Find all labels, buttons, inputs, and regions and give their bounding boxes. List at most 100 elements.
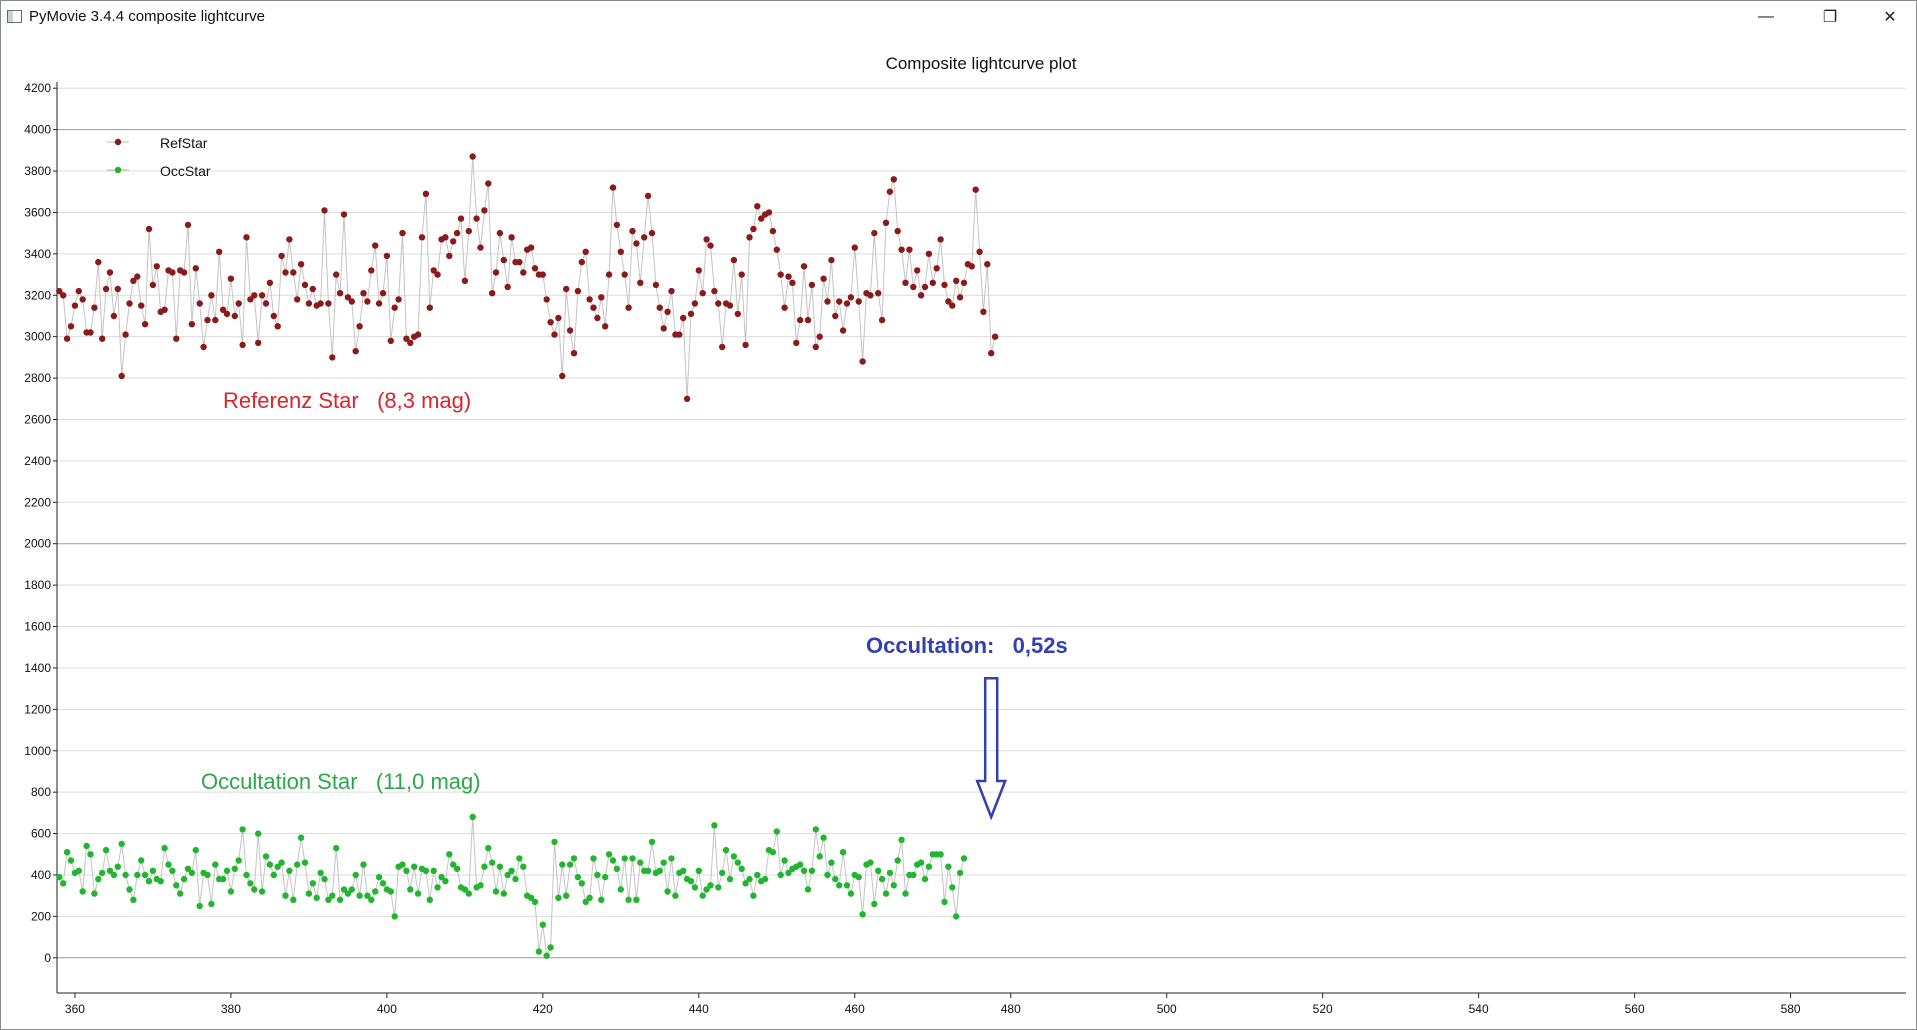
data-point-occstar [336, 896, 344, 903]
data-point-occstar [609, 857, 617, 864]
data-point-refstar [609, 184, 617, 191]
data-point-refstar [60, 292, 67, 299]
data-point-refstar [383, 252, 391, 260]
data-point-occstar [368, 896, 375, 903]
data-point-occstar [699, 892, 706, 899]
data-point-occstar [83, 842, 90, 850]
data-point-refstar [843, 300, 851, 307]
data-point-occstar [375, 873, 383, 881]
data-point-occstar [99, 869, 106, 877]
data-point-refstar [820, 275, 827, 282]
data-point-occstar [329, 892, 336, 899]
y-tick-label: 3200 [24, 288, 51, 302]
data-point-refstar [855, 298, 862, 305]
data-point-refstar [340, 211, 348, 218]
data-point-occstar [212, 861, 219, 868]
data-point-refstar [991, 333, 999, 340]
data-point-refstar [754, 203, 761, 210]
title-bar[interactable]: PyMovie 3.4.4 composite lightcurve — ❐ ✕ [1, 1, 1916, 32]
data-point-refstar [676, 331, 683, 338]
data-point-refstar [871, 229, 878, 237]
data-point-refstar [399, 229, 406, 237]
data-point-occstar [161, 844, 168, 852]
data-point-refstar [851, 244, 858, 251]
data-point-refstar [485, 180, 492, 187]
data-point-refstar [348, 298, 355, 305]
data-point-occstar [949, 884, 956, 891]
data-point-refstar [602, 323, 609, 330]
data-point-occstar [481, 863, 488, 870]
data-point-refstar [270, 312, 277, 320]
legend-marker-occstar [114, 166, 122, 174]
data-point-refstar [227, 275, 235, 282]
data-point-occstar [633, 896, 640, 903]
maximize-button[interactable]: ❐ [1822, 8, 1838, 26]
data-point-refstar [824, 298, 831, 305]
data-point-refstar [262, 300, 270, 307]
data-point-occstar [79, 888, 86, 895]
y-tick-label: 3600 [24, 205, 51, 219]
y-tick-label: 4000 [24, 123, 51, 137]
data-point-refstar [578, 258, 585, 266]
data-point-occstar [707, 882, 714, 889]
data-point-occstar [173, 882, 180, 889]
data-point-occstar [773, 828, 780, 835]
data-point-occstar [859, 911, 866, 918]
data-point-occstar [871, 900, 878, 908]
data-point-occstar [188, 869, 196, 877]
data-point-occstar [290, 896, 297, 903]
data-point-refstar [797, 316, 804, 324]
data-point-occstar [407, 886, 414, 893]
data-point-occstar [590, 855, 597, 862]
data-point-occstar [63, 849, 71, 856]
data-point-occstar [648, 838, 656, 846]
data-point-refstar [216, 248, 223, 255]
data-point-refstar [878, 316, 886, 324]
data-point-occstar [578, 880, 585, 887]
data-point-occstar [305, 890, 313, 897]
data-point-occstar [403, 867, 410, 874]
data-point-refstar [407, 339, 414, 347]
data-point-refstar [333, 271, 340, 278]
data-point-refstar [442, 234, 449, 241]
data-point-occstar [910, 871, 917, 879]
data-point-refstar [434, 271, 441, 278]
data-point-refstar [329, 354, 336, 361]
data-point-refstar [668, 287, 675, 295]
data-point-occstar [555, 894, 562, 901]
data-point-refstar [71, 302, 79, 309]
data-point-occstar [543, 952, 550, 959]
y-tick-label: 2400 [24, 454, 51, 468]
data-point-refstar [605, 271, 613, 278]
data-point-occstar [574, 873, 582, 881]
minimize-button[interactable]: — [1758, 7, 1774, 25]
data-point-occstar [130, 896, 137, 903]
data-point-refstar [906, 246, 913, 253]
data-point-occstar [960, 855, 968, 862]
data-point-refstar [492, 269, 500, 276]
data-point-occstar [898, 836, 905, 843]
data-point-refstar [426, 304, 433, 311]
x-tick-label: 520 [1313, 1002, 1333, 1016]
data-point-refstar [812, 343, 819, 351]
data-point-refstar [500, 256, 507, 264]
data-point-refstar [914, 267, 921, 274]
data-point-occstar [715, 884, 722, 891]
data-point-occstar [301, 859, 309, 866]
data-point-occstar [535, 948, 543, 955]
data-point-occstar [196, 902, 203, 910]
data-point-occstar [890, 882, 897, 889]
data-point-occstar [804, 886, 812, 893]
close-button[interactable]: ✕ [1883, 8, 1897, 26]
data-point-refstar [719, 343, 726, 351]
data-point-occstar [734, 859, 741, 866]
data-point-occstar [769, 849, 777, 856]
data-point-occstar [243, 871, 250, 879]
data-point-refstar [680, 314, 687, 322]
data-point-occstar [266, 861, 274, 868]
data-point-occstar [118, 840, 125, 848]
data-point-refstar [102, 285, 110, 293]
data-point-refstar [520, 269, 527, 276]
data-point-refstar [247, 296, 254, 303]
data-point-occstar [442, 878, 449, 885]
